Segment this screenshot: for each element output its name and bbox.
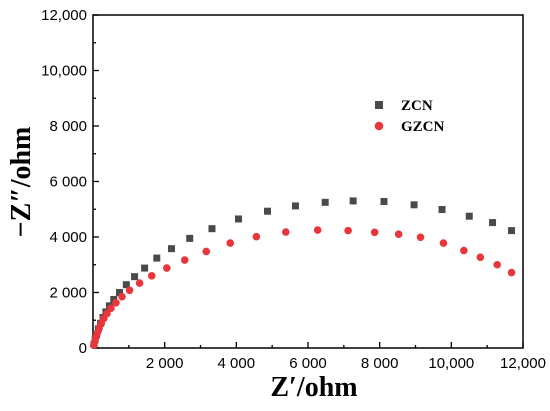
- zcn-point: [131, 273, 139, 281]
- zcn-point: [349, 197, 357, 205]
- zcn-point: [141, 264, 149, 272]
- gzcn-point: [394, 230, 403, 239]
- zcn-point: [167, 245, 175, 253]
- gzcn-point: [180, 256, 189, 264]
- x-tick-labels: 2 000 4 000 6 000 8 000 10,000 12,000: [146, 355, 546, 372]
- zcn-point: [264, 207, 272, 215]
- gzcn-point: [226, 239, 235, 247]
- zcn-point: [508, 227, 516, 235]
- y-tick-labels: 0 2 000 4 000 6 000 8 000 10,000 12,000: [41, 7, 87, 357]
- x-axis-title: Z′/ohm: [270, 372, 357, 403]
- zcn-point: [465, 212, 473, 220]
- gzcn-point: [107, 304, 115, 313]
- gzcn-point: [118, 292, 126, 301]
- gzcn-point: [125, 286, 134, 295]
- zcn-point: [208, 225, 216, 233]
- zcn-point: [321, 198, 329, 206]
- y-tick-label: 4 000: [49, 229, 87, 246]
- legend-marker-gzcn: [374, 121, 384, 131]
- gzcn-point: [112, 298, 120, 307]
- y-tick-label: 8 000: [49, 118, 87, 135]
- tick-marks: [92, 14, 524, 349]
- x-tick-label: 6 000: [289, 355, 327, 372]
- gzcn-point: [370, 228, 379, 237]
- x-tick-label: 8 000: [361, 355, 399, 372]
- y-tick-label: 0: [79, 340, 87, 357]
- zcn-point: [122, 281, 130, 289]
- zcn-point: [438, 206, 446, 214]
- x-tick-label: 2 000: [146, 355, 184, 372]
- series-gzcn: [89, 226, 516, 350]
- x-tick-label: 10,000: [428, 355, 474, 372]
- zcn-point: [186, 234, 194, 242]
- y-tick-label: 10,000: [41, 63, 87, 80]
- legend: ZCN GZCN: [374, 98, 445, 135]
- zcn-point: [410, 201, 418, 209]
- legend-label-zcn: ZCN: [401, 98, 433, 114]
- zcn-point: [153, 254, 161, 262]
- legend-label-gzcn: GZCN: [401, 119, 445, 135]
- gzcn-point: [476, 253, 485, 262]
- gzcn-point: [493, 260, 502, 269]
- gzcn-point: [344, 226, 352, 235]
- x-tick-label: 12,000: [500, 355, 546, 372]
- y-tick-label: 2 000: [49, 285, 87, 302]
- gzcn-point: [439, 239, 448, 247]
- y-tick-label: 6 000: [49, 174, 87, 191]
- zcn-point: [380, 197, 388, 205]
- gzcn-point: [281, 228, 290, 236]
- gzcn-point: [252, 232, 261, 241]
- x-tick-label: 4 000: [218, 355, 256, 372]
- gzcn-point: [135, 279, 144, 287]
- gzcn-point: [416, 233, 425, 242]
- gzcn-point: [147, 272, 156, 280]
- zcn-point: [489, 219, 497, 227]
- zcn-point: [116, 289, 124, 296]
- legend-marker-zcn: [375, 101, 383, 109]
- gzcn-point: [460, 246, 468, 255]
- zcn-point: [291, 202, 299, 210]
- gzcn-point: [507, 268, 516, 277]
- zcn-point: [110, 295, 118, 303]
- gzcn-point: [202, 247, 211, 256]
- gzcn-point: [313, 226, 322, 234]
- plot-area-frame: [92, 14, 524, 349]
- gzcn-point: [103, 309, 111, 318]
- y-axis-title: −Z″/ohm: [6, 127, 37, 238]
- series-zcn: [90, 197, 516, 348]
- gzcn-point: [163, 264, 171, 272]
- zcn-point: [234, 215, 242, 223]
- y-tick-label: 12,000: [41, 7, 87, 24]
